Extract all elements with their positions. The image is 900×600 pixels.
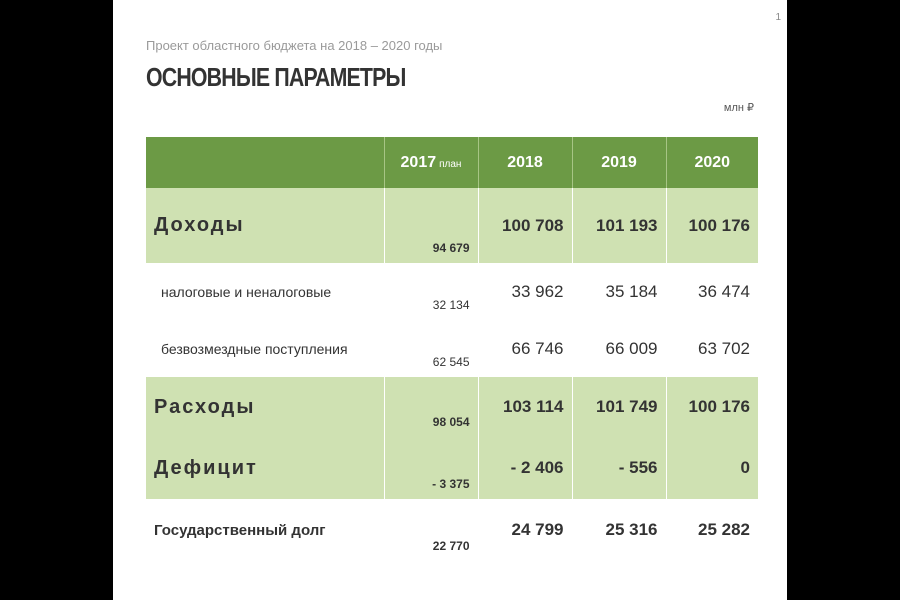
- cell-2019: 35 184: [571, 263, 666, 320]
- cell-2019: 66 009: [571, 320, 666, 377]
- row-label: Дефицит: [146, 437, 384, 499]
- budget-table: 2017 план 2018 2019 2020 Доходы 94 679 10…: [146, 137, 758, 561]
- header-empty: [146, 137, 384, 188]
- table-row-expenses: Расходы 98 054 103 114 101 749 100 176: [146, 377, 758, 437]
- cell-2018: 33 962: [477, 263, 572, 320]
- cell-2020: 25 282: [665, 499, 758, 561]
- header-2019: 2019: [571, 137, 666, 188]
- slide-title: ОСНОВНЫЕ ПАРАМЕТРЫ: [146, 62, 406, 92]
- cell-2019: 101 193: [571, 188, 666, 263]
- header-note: план: [439, 158, 462, 170]
- row-label: Государственный долг: [146, 499, 384, 561]
- cell-2019: 101 749: [571, 377, 666, 437]
- table-header-row: 2017 план 2018 2019 2020: [146, 137, 758, 188]
- table-row-revenue: Доходы 94 679 100 708 101 193 100 176: [146, 188, 758, 263]
- cell-2018: - 2 406: [477, 437, 572, 499]
- cell-2018: 100 708: [477, 188, 572, 263]
- cell-2019: - 556: [571, 437, 666, 499]
- row-label: налоговые и неналоговые: [146, 263, 384, 320]
- cell-2017: 94 679: [383, 188, 478, 263]
- table-row-state-debt: Государственный долг 22 770 24 799 25 31…: [146, 499, 758, 561]
- cell-2020: 100 176: [665, 377, 758, 437]
- row-label: Расходы: [146, 377, 384, 437]
- cell-2018: 24 799: [477, 499, 572, 561]
- cell-2020: 36 474: [665, 263, 758, 320]
- cell-2018: 103 114: [477, 377, 572, 437]
- row-label: Доходы: [146, 188, 384, 263]
- page-number: 1: [775, 12, 781, 23]
- cell-2020: 100 176: [665, 188, 758, 263]
- slide-subtitle: Проект областного бюджета на 2018 – 2020…: [146, 38, 443, 53]
- header-2018: 2018: [477, 137, 572, 188]
- header-year: 2017: [400, 153, 437, 171]
- cell-2019: 25 316: [571, 499, 666, 561]
- cell-2020: 63 702: [665, 320, 758, 377]
- table-row-deficit: Дефицит - 3 375 - 2 406 - 556 0: [146, 437, 758, 499]
- table-row-tax-revenue: налоговые и неналоговые 32 134 33 962 35…: [146, 263, 758, 320]
- row-label: безвозмездные поступления: [146, 320, 384, 377]
- cell-2017: 62 545: [383, 320, 478, 377]
- cell-2017: 98 054: [383, 377, 478, 437]
- cell-2020: 0: [665, 437, 758, 499]
- slide: 1 Проект областного бюджета на 2018 – 20…: [113, 0, 787, 600]
- table-row-transfers: безвозмездные поступления 62 545 66 746 …: [146, 320, 758, 377]
- cell-2018: 66 746: [477, 320, 572, 377]
- cell-2017: 22 770: [383, 499, 478, 561]
- unit-label: млн ₽: [723, 102, 754, 114]
- cell-2017: 32 134: [383, 263, 478, 320]
- header-2020: 2020: [665, 137, 758, 188]
- header-2017: 2017 план: [383, 137, 478, 188]
- cell-2017: - 3 375: [383, 437, 478, 499]
